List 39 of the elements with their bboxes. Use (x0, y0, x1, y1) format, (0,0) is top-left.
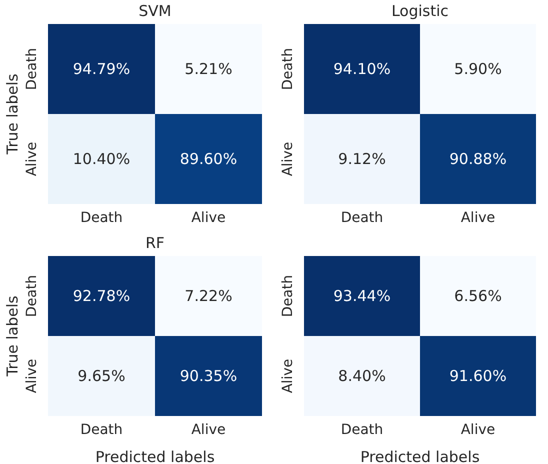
data-label: 10.40% (72, 150, 130, 168)
y-tick-label: Alive (280, 358, 296, 394)
chart-title: RF (144, 234, 166, 252)
x-tick-label: Death (340, 210, 384, 226)
data-label: 6.56% (454, 287, 502, 305)
data-label: 92.78% (72, 287, 130, 305)
data-label: 5.21% (184, 60, 232, 78)
data-label: 94.79% (72, 60, 130, 78)
y-tick-label: Death (280, 48, 296, 90)
data-label: 9.65% (78, 367, 126, 385)
data-label: 8.40% (338, 367, 386, 385)
x-tick-label: Alive (191, 210, 226, 226)
data-label: 90.88% (449, 150, 507, 168)
data-label: 93.44% (333, 287, 391, 305)
chart-title: Logistic (390, 2, 450, 20)
y-tick-label: Death (24, 274, 40, 318)
y-axis-title: True labels (3, 295, 22, 378)
data-label: 89.60% (180, 150, 238, 168)
x-tick-label: Death (340, 422, 384, 438)
data-label: 91.60% (449, 367, 507, 385)
y-tick-label: Alive (280, 142, 296, 176)
y-tick-label: Death (280, 274, 296, 318)
y-tick-label: Death (24, 48, 40, 90)
y-tick-label: Alive (24, 142, 40, 176)
data-label: 5.90% (454, 60, 502, 78)
data-label: 9.12% (338, 150, 386, 168)
data-label: 94.10% (333, 60, 391, 78)
y-axis-title: True labels (3, 73, 22, 156)
x-tick-label: Alive (191, 422, 226, 438)
x-tick-label: Alive (460, 210, 496, 226)
data-label: 90.35% (180, 367, 238, 385)
y-tick-label: Alive (24, 358, 40, 394)
data-label: 7.22% (184, 287, 232, 305)
x-axis-title: Predicted labels (95, 448, 215, 464)
chart-title: SVM (138, 2, 172, 20)
x-tick-label: Alive (460, 422, 496, 438)
x-tick-label: Death (80, 210, 123, 226)
x-tick-label: Death (80, 422, 123, 438)
x-axis-title: Predicted labels (360, 448, 480, 464)
